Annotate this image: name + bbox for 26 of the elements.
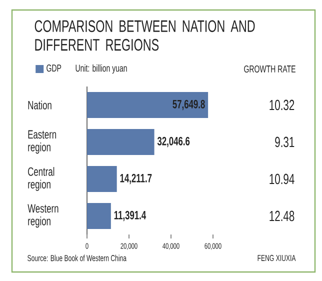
bar [87,202,111,229]
source-note: Source: Blue Book of Western China [28,254,126,262]
chart-title: COMPARISON BETWEEN NATION AND DIFFERENT REGIONS [34,20,255,51]
y-tick-label: Nation [28,100,52,110]
x-tick-label: 40,000 [162,243,180,250]
text: GROWTH RATE [244,65,296,73]
text: 10.32 [270,100,294,110]
bar [87,166,117,192]
data-label: 32,046.6 [157,136,190,148]
x-tick-label: 60,000 [204,243,222,250]
text: 12.48 [270,210,294,222]
data-label: 14,211.7 [120,174,152,184]
y-tick-label: Eastern region [28,130,56,154]
y-tick-label: Central region [28,167,54,191]
bar [87,92,208,118]
chart-subtitle: Unit: billion yuan [76,64,127,74]
bar [87,128,154,155]
x-tick-label: 20,000 [120,243,138,250]
y-tick-label: Western region [28,204,58,228]
data-label: 57,649.8 [172,100,205,110]
text: 10.94 [270,174,294,184]
legend-label: GDP [46,64,62,72]
text: 9.31 [275,136,294,148]
text: FENG XIUXIA [258,254,296,262]
x-tick-label: 0 [86,243,88,249]
data-label: 11,391.4 [114,210,146,222]
